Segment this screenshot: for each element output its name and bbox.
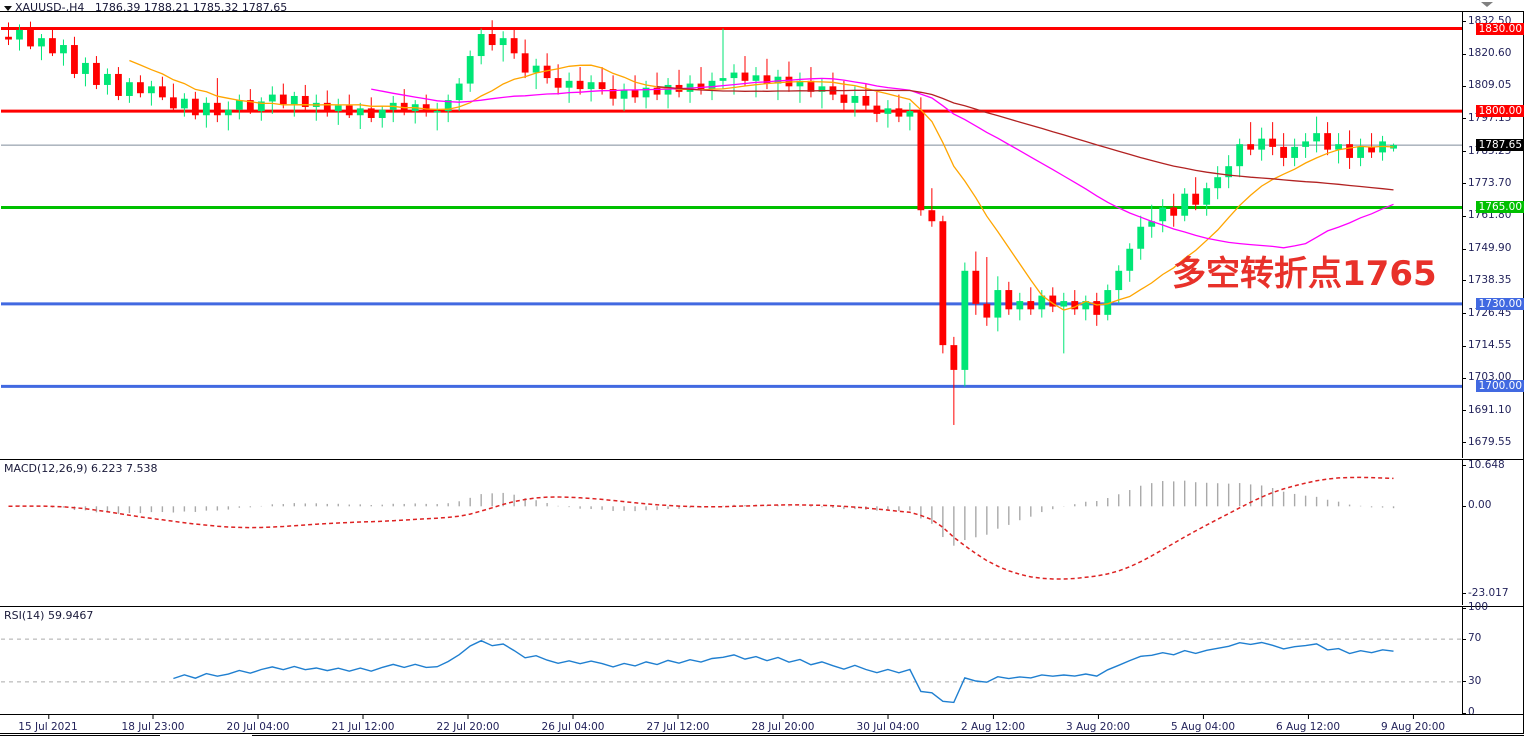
symbol-timeframe-label: XAUUSD-,H4 xyxy=(15,1,85,14)
tick-mark xyxy=(1463,465,1466,467)
time-axis-label: 15 Jul 2021 xyxy=(18,715,78,733)
time-axis-label: 20 Jul 04:00 xyxy=(227,715,289,733)
time-axis-label: 26 Jul 04:00 xyxy=(542,715,604,733)
tick-mark xyxy=(1463,313,1466,315)
tick-mark xyxy=(1463,21,1466,23)
time-axis-label: 27 Jul 12:00 xyxy=(647,715,709,733)
tick-mark xyxy=(258,715,259,719)
macd-axis: 10.648 0.00 -23.017 xyxy=(1462,458,1524,605)
macd-series xyxy=(8,476,1395,580)
macd-plot-area[interactable] xyxy=(1,460,1462,605)
rsi-header: RSI(14) 59.9467 xyxy=(4,609,94,622)
tick-mark xyxy=(1463,248,1466,250)
price-tick-label: 1679.55 xyxy=(1468,435,1512,448)
tick-mark xyxy=(1463,593,1466,595)
tick-mark xyxy=(1463,345,1466,347)
tick-mark xyxy=(1463,215,1466,217)
caret-down-icon[interactable] xyxy=(1481,2,1493,7)
tick-mark xyxy=(153,715,154,719)
time-axis-label: 5 Aug 04:00 xyxy=(1171,715,1235,733)
tick-mark xyxy=(1463,151,1466,153)
macd-header: MACD(12,26,9) 6.223 7.538 xyxy=(4,462,158,475)
price-level-tag: 1800.00 xyxy=(1475,105,1524,118)
tick-mark xyxy=(1203,715,1204,719)
time-axis-label: 30 Jul 04:00 xyxy=(857,715,919,733)
time-axis-label: 28 Jul 20:00 xyxy=(752,715,814,733)
price-tick-label: 1738.35 xyxy=(1468,273,1512,286)
price-tick-label: 1714.55 xyxy=(1468,339,1512,352)
rsi-axis: 100 70 30 0 xyxy=(1462,601,1524,718)
tick-mark xyxy=(783,715,784,719)
tick-mark xyxy=(1413,715,1414,719)
tick-mark xyxy=(1308,715,1309,719)
rsi-series xyxy=(1,638,1462,704)
ohlc-values: 1786.39 1788.21 1785.32 1787.65 xyxy=(94,1,288,14)
price-plot-area[interactable] xyxy=(1,12,1462,458)
tick-mark xyxy=(1463,442,1466,444)
tick-mark xyxy=(1463,183,1466,185)
price-tick-label: 1809.05 xyxy=(1468,79,1512,92)
rsi-tick-label: 30 xyxy=(1468,674,1482,687)
time-axis-label: 18 Jul 23:00 xyxy=(122,715,184,733)
price-level-tag: 1730.00 xyxy=(1475,297,1524,310)
tick-mark xyxy=(888,715,889,719)
tick-mark xyxy=(1463,280,1466,282)
rsi-panel[interactable]: RSI(14) 59.9467 100 70 30 0 xyxy=(0,601,1524,718)
tick-mark xyxy=(1463,638,1466,640)
price-tick-label: 1820.60 xyxy=(1468,47,1512,60)
time-axis-label: 3 Aug 20:00 xyxy=(1066,715,1130,733)
tick-mark xyxy=(1463,53,1466,55)
time-axis-label: 21 Jul 12:00 xyxy=(332,715,394,733)
rsi-tick-label: 100 xyxy=(1468,601,1489,613)
price-level-tag: 1700.00 xyxy=(1475,380,1524,393)
tick-mark xyxy=(468,715,469,719)
current-price-tag: 1787.65 xyxy=(1475,139,1524,152)
tick-mark xyxy=(573,715,574,719)
tick-mark xyxy=(48,715,49,719)
tick-mark xyxy=(678,715,679,719)
time-axis-label: 6 Aug 12:00 xyxy=(1276,715,1340,733)
tick-mark xyxy=(1463,85,1466,87)
macd-tick-label: 10.648 xyxy=(1468,458,1505,471)
annotation-text: 多空转折点1765 xyxy=(1172,254,1437,294)
scrollbar-track[interactable] xyxy=(252,735,1524,738)
tick-mark xyxy=(1463,607,1466,609)
chevron-down-icon[interactable] xyxy=(4,5,12,11)
tick-mark xyxy=(1098,715,1099,719)
tick-mark xyxy=(1463,410,1466,412)
rsi-tick-label: 0 xyxy=(1468,706,1475,718)
price-tick-label: 1749.90 xyxy=(1468,242,1512,255)
price-axis[interactable]: 1832.501820.601809.051797.151785.251773.… xyxy=(1462,12,1524,458)
time-axis-label: 2 Aug 12:00 xyxy=(961,715,1025,733)
tick-mark xyxy=(1463,505,1466,507)
price-tick-label: 1703.00 xyxy=(1468,371,1512,384)
price-tick-label: 1773.70 xyxy=(1468,176,1512,189)
tick-mark xyxy=(363,715,364,719)
price-level-tag: 1830.00 xyxy=(1475,22,1524,35)
chart-title-bar: XAUUSD-,H4 1786.39 1788.21 1785.32 1787.… xyxy=(4,1,287,14)
price-level-tag: 1765.00 xyxy=(1475,201,1524,214)
tick-mark xyxy=(1463,377,1466,379)
tick-mark xyxy=(993,715,994,719)
bottom-status-bar xyxy=(0,733,1524,738)
tick-mark xyxy=(1463,712,1466,714)
candlestick-series xyxy=(1,20,1462,425)
macd-tick-label: 0.00 xyxy=(1468,499,1492,512)
status-segment xyxy=(0,735,160,738)
rsi-tick-label: 70 xyxy=(1468,632,1482,645)
tick-mark xyxy=(1463,118,1466,120)
tick-mark xyxy=(1463,681,1466,683)
time-axis-label: 9 Aug 20:00 xyxy=(1381,715,1445,733)
macd-tick-label: -23.017 xyxy=(1468,586,1509,599)
time-axis-label: 22 Jul 20:00 xyxy=(437,715,499,733)
macd-panel[interactable]: MACD(12,26,9) 6.223 7.538 10.648 0.00 -23.… xyxy=(0,459,1524,605)
price-tick-label: 1691.10 xyxy=(1468,403,1512,416)
rsi-plot-area[interactable] xyxy=(1,607,1462,714)
price-chart-panel[interactable]: 1832.501820.601809.051797.151785.251773.… xyxy=(0,11,1524,458)
